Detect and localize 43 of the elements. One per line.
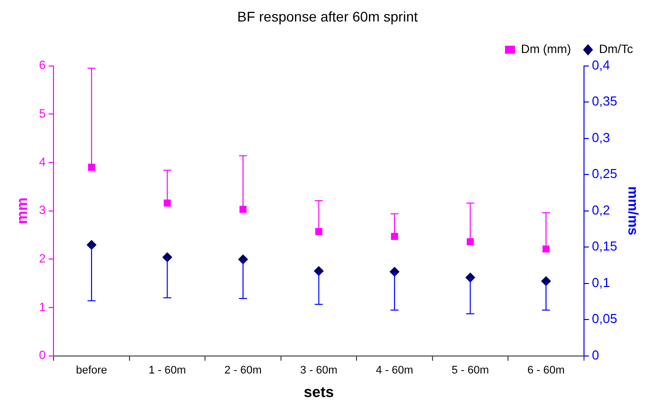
point [542,245,550,253]
y2-tick-label: 0,2 [592,202,610,218]
x-tick-label: 1 - 60m [148,364,186,376]
point [238,254,248,264]
point [162,252,172,262]
legend-label: Dm/Tc [599,42,634,56]
x-tick-label: before [76,364,108,376]
y-tick-label: 4 [38,154,46,169]
y-tick-label: 0 [38,348,46,362]
y-tick-label: 2 [38,251,46,266]
y2-tick-label: 0,05 [592,311,618,326]
y2-tick-label: 0,4 [592,57,610,72]
y-tick-label: 5 [38,106,46,120]
x-tick-label: 3 - 60m [300,364,338,376]
point [86,240,97,250]
point [466,238,474,246]
y2-axis-title: mm/ms [626,186,642,236]
y-tick-label: 1 [38,300,46,314]
x-tick-label: 5 - 60m [452,364,489,376]
point [315,228,322,236]
y2-tick-label: 0 [592,347,600,362]
point [390,266,400,277]
point [465,272,476,282]
x-tick-label: 4 - 60m [376,364,414,376]
legend-label: Dm (mm) [521,42,572,56]
y2-tick-label: 0,35 [592,94,618,109]
point [541,276,552,286]
chart-title: BF response after 60m sprint [237,8,418,24]
y-tick-label: 3 [38,203,46,218]
point [240,206,247,213]
y-axis-title: mm [14,197,32,224]
y2-tick-label: 0,3 [592,130,610,145]
point [164,200,171,207]
y2-tick-label: 0,15 [592,238,618,254]
x-tick-label: 2 - 60m [224,364,262,376]
x-tick-label: 6 - 60m [527,364,565,376]
point [314,266,324,276]
x-axis-title: sets [304,384,334,402]
point [88,164,96,171]
y-tick-label: 6 [38,58,46,72]
y2-tick-label: 0,25 [592,166,618,182]
y2-tick-label: 0,1 [592,274,610,290]
point [390,232,398,240]
